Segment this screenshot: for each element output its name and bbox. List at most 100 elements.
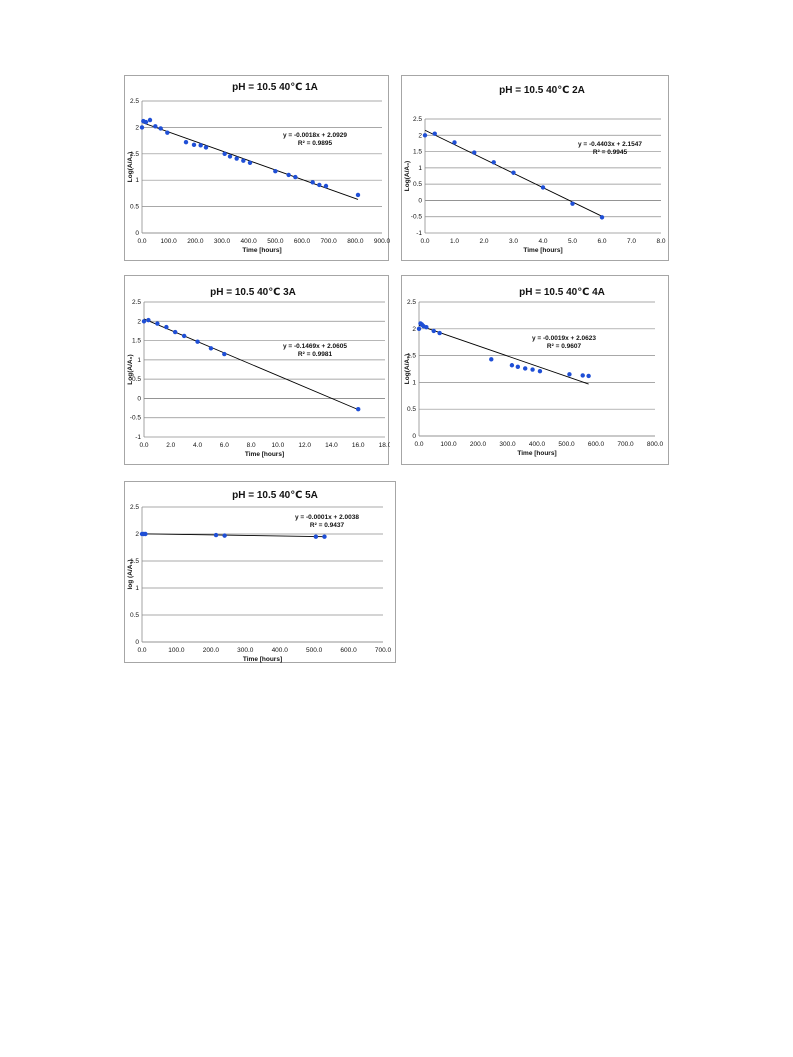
data-point [472,150,477,155]
y-tick-label: 2.5 [130,504,139,511]
data-point [146,317,151,323]
x-tick-label: 5.0 [568,238,577,245]
y-tick-label: 0.5 [407,406,416,413]
x-tick-label: 1.0 [450,238,459,245]
data-point [515,364,521,370]
x-tick-label: 8.0 [656,238,665,245]
x-axis-label: Time [hours] [523,247,562,254]
chart-panel-1a: 0 0.5 1 1.5 2 2.5 0.0 100.0 200.0 300.0 400.0 500.0… [124,75,390,261]
x-tick-label: 200.0 [203,647,220,654]
y-tick-label: -1 [416,230,422,237]
y-tick-label: 0.5 [130,612,139,619]
data-point [222,351,227,357]
y-tick-label: 0 [135,639,139,646]
x-tick-label: 400.0 [529,441,546,448]
y-tick-label: 2 [418,132,422,139]
y-tick-label: 2 [412,326,416,333]
data-point [164,324,169,330]
data-point [570,201,575,206]
data-point [567,372,572,377]
chart-2a: -1 -0.5 0 0.5 1 1.5 2 2.5 0.0 1.0 2.0 3.0 4.0 5.0 6.0 7… [404,85,666,254]
trend-equation: y = -0.4403x + 2.1547 [578,141,642,148]
trend-r-squared: R² = 0.9981 [298,351,333,358]
x-tick-label: 800.0 [647,441,664,448]
x-axis-label: Time [hours] [517,450,556,457]
x-tick-label: 700.0 [617,441,634,448]
x-tick-label: 18.0 [379,442,390,449]
chart-title: pH = 10.5 40℃ 3A [210,287,296,298]
data-point [599,215,605,220]
data-point [491,160,496,165]
y-tick-label: 1 [412,379,416,386]
data-point [222,533,227,538]
data-point [208,346,214,351]
y-axis-label: Log(A/A₀) [404,161,411,191]
x-tick-label: 4.0 [538,238,547,245]
x-tick-label: 200.0 [470,441,487,448]
data-point [139,125,145,130]
data-point [509,363,515,368]
x-tick-label: 3.0 [509,238,518,245]
y-tick-label: 2.5 [407,299,416,306]
data-point [317,182,322,188]
y-tick-label: 0.5 [132,376,141,383]
y-tick-label: 1 [135,585,139,592]
data-point [158,126,163,131]
x-tick-label: 0.0 [137,238,146,245]
y-tick-label: 2.5 [413,116,422,123]
data-point [323,183,329,189]
x-tick-label: 0.0 [420,238,429,245]
x-tick-label: 100.0 [168,647,185,654]
trend-r-squared: R² = 0.9895 [298,140,333,147]
x-axis-label: Time [hours] [243,656,282,663]
y-tick-label: 2 [135,531,139,538]
x-tick-label: 4.0 [193,442,202,449]
x-tick-label: 2.0 [166,442,175,449]
y-tick-label: 0 [135,230,139,237]
data-point [511,170,516,175]
data-point [141,319,147,324]
x-tick-label: 600.0 [294,238,311,245]
data-point [234,156,239,161]
trend-line [418,325,589,385]
y-tick-label: 2.5 [132,299,141,306]
trend-r-squared: R² = 0.9945 [593,149,628,156]
data-point [222,151,227,156]
data-point [273,169,278,174]
trend-r-squared: R² = 0.9437 [310,522,345,529]
x-tick-label: 6.0 [220,442,229,449]
data-point [198,143,203,148]
y-axis-label: Log(A/A₀) [127,354,134,384]
chart-panel-5a: 0 0.5 1 1.5 2 2.5 0.0 100.0 200.0 300.0 400.0 500.0… [124,481,396,663]
chart-panel-4a: 0 0.5 1 1.5 2 2.5 0.0 100.0 200.0 300.0 400.0 500.0… [401,275,669,465]
data-point [227,154,233,159]
data-point [537,368,543,374]
x-tick-label: 8.0 [247,442,256,449]
x-tick-label: 800.0 [347,238,364,245]
data-point [580,373,585,378]
data-point [183,139,189,145]
data-point [586,373,591,379]
data-point [422,133,428,138]
data-point [143,531,148,537]
chart-panel-2a: -1 -0.5 0 0.5 1 1.5 2 2.5 0.0 1.0 2.0 3.0 4.0 5.0 6.0 7… [401,75,669,261]
x-tick-label: 500.0 [267,238,284,245]
data-point [424,324,429,330]
y-tick-label: 1.5 [130,151,139,158]
chart-5a: 0 0.5 1 1.5 2 2.5 0.0 100.0 200.0 300.0 400.0 500.0… [127,490,392,663]
data-point [155,321,160,326]
data-point [540,185,546,190]
chart-1a: 0 0.5 1 1.5 2 2.5 0.0 100.0 200.0 300.0 400.0 500.0… [127,82,390,254]
data-point [523,366,528,371]
y-tick-label: 0.5 [413,181,422,188]
data-point [310,180,315,185]
data-point [437,330,442,336]
y-tick-label: 1.5 [407,353,416,360]
data-point [153,124,158,129]
y-tick-label: 1.5 [132,338,141,345]
x-tick-label: 600.0 [588,441,605,448]
trend-equation: y = -0.0001x + 2.0038 [295,514,359,521]
data-point [195,339,200,344]
y-tick-label: 1.5 [130,558,139,565]
y-tick-label: 1.5 [413,149,422,156]
